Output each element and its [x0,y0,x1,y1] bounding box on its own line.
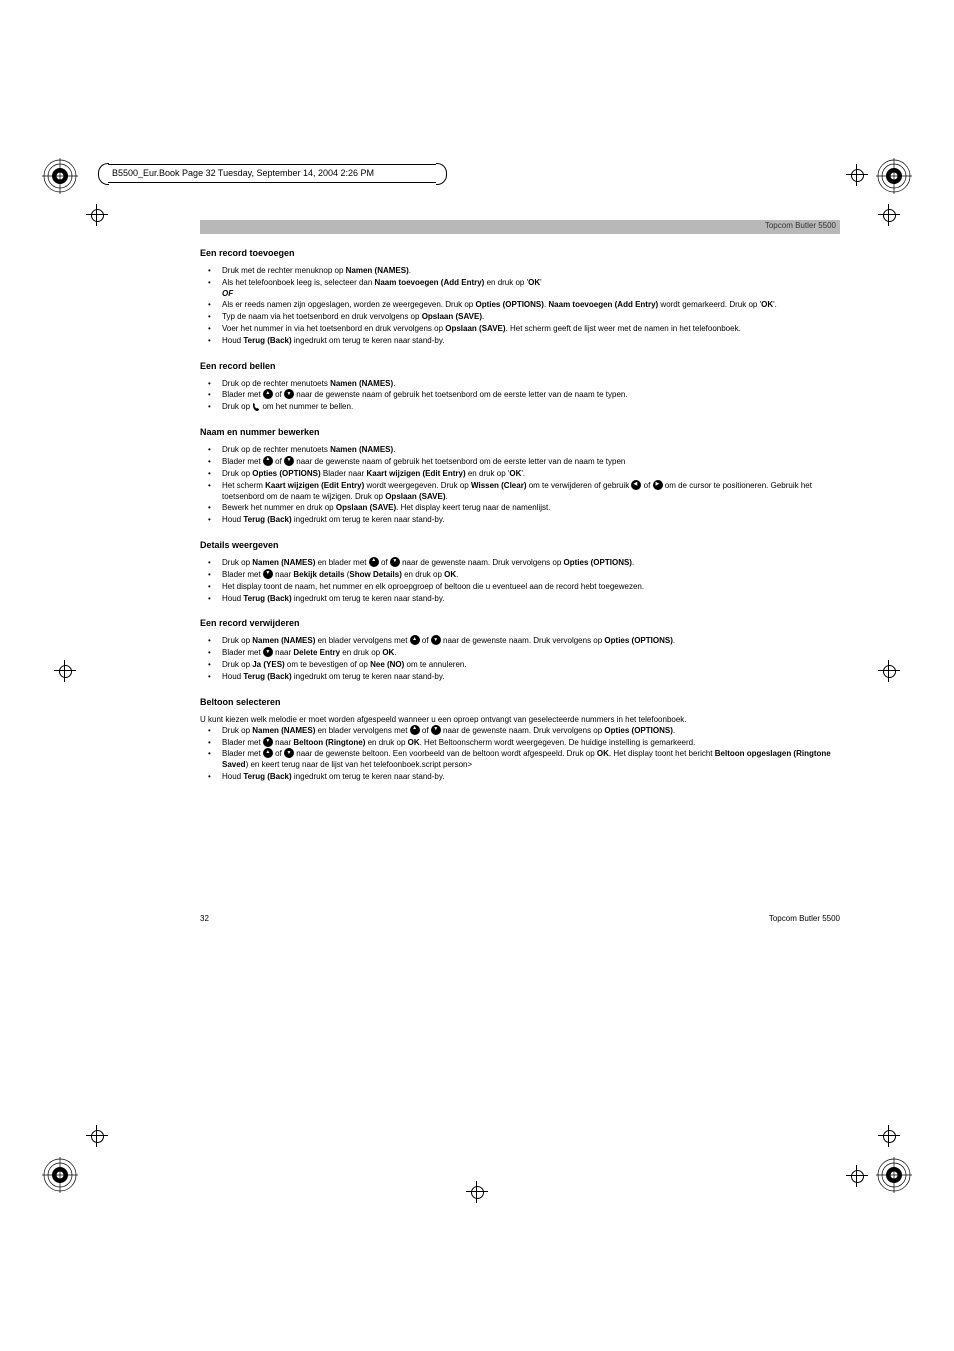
section-title: Beltoon selecteren [200,697,840,707]
nav-up-icon [263,456,273,466]
intro-text: U kunt kiezen welk melodie er moet worde… [200,715,840,726]
crop-mark-icon [54,660,76,682]
list-item: Druk op de rechter menutoets Namen (NAME… [200,379,840,390]
crop-mark-icon [878,660,900,682]
list-item: Blader met naar Delete Entry en druk op … [200,648,840,659]
section-title: Details weergeven [200,540,840,550]
nav-up-icon [410,635,420,645]
crop-mark-icon [878,204,900,226]
section-title: Een record verwijderen [200,618,840,628]
list-item: Houd Terug (Back) ingedrukt om terug te … [200,594,840,605]
list-item: Druk op Namen (NAMES) en blader vervolge… [200,726,840,737]
list-item: Blader met of naar de gewenste naam of g… [200,390,840,401]
crop-mark-icon [466,1181,488,1203]
footer-brand: Topcom Butler 5500 [769,914,840,923]
nav-down-icon [431,725,441,735]
list-item: Druk op Ja (YES) om te bevestigen of op … [200,660,840,671]
nav-down-icon [284,748,294,758]
list-item: Blader met naar Beltoon (Ringtone) en dr… [200,738,840,749]
registration-mark-icon [42,158,78,194]
nav-right-icon [653,480,663,490]
header-bar: Topcom Butler 5500 [200,220,840,234]
list-item: Houd Terug (Back) ingedrukt om terug te … [200,336,840,347]
nav-up-icon [263,748,273,758]
list-item: Blader met of naar de gewenste naam of g… [200,457,840,468]
instruction-list: Druk op Namen (NAMES) en blader met of n… [200,558,840,604]
nav-down-icon [263,737,273,747]
page-number: 32 [200,914,209,923]
list-item: Houd Terug (Back) ingedrukt om terug te … [200,515,840,526]
crop-mark-icon [86,1125,108,1147]
nav-down-icon [431,635,441,645]
list-item: Bewerk het nummer en druk op Opslaan (SA… [200,503,840,514]
list-item: Blader met naar Bekijk details (Show Det… [200,570,840,581]
list-item: Blader met of naar de gewenste beltoon. … [200,749,840,771]
list-item: Druk op Namen (NAMES) en blader vervolge… [200,636,840,647]
nav-up-icon [263,389,273,399]
list-item: Druk op Opties (OPTIONS) Blader naar Kaa… [200,469,840,480]
crop-mark-icon [878,1125,900,1147]
header-brand: Topcom Butler 5500 [765,221,836,230]
section-title: Een record toevoegen [200,248,840,258]
page-content: Topcom Butler 5500 Een record toevoegen … [200,220,840,784]
instruction-list: Druk met de rechter menuknop op Namen (N… [200,266,840,347]
crop-mark-icon [846,1165,868,1187]
registration-mark-icon [42,1157,78,1193]
nav-up-icon [369,557,379,567]
list-item: Druk met de rechter menuknop op Namen (N… [200,266,840,277]
nav-down-icon [284,456,294,466]
framemaker-header-text: B5500_Eur.Book Page 32 Tuesday, Septembe… [112,168,374,178]
nav-left-icon [631,480,641,490]
nav-down-icon [263,569,273,579]
section-title: Naam en nummer bewerken [200,427,840,437]
list-item: Druk op om het nummer te bellen. [200,402,840,413]
nav-up-icon [410,725,420,735]
list-item: Het scherm Kaart wijzigen (Edit Entry) w… [200,481,840,503]
nav-down-icon [284,389,294,399]
instruction-list: Druk op de rechter menutoets Namen (NAME… [200,379,840,414]
crop-mark-icon [86,204,108,226]
instruction-list: Druk op de rechter menutoets Namen (NAME… [200,445,840,526]
instruction-list: Druk op Namen (NAMES) en blader vervolge… [200,636,840,682]
list-item: Als er reeds namen zijn opgeslagen, word… [200,300,840,311]
list-item: Houd Terug (Back) ingedrukt om terug te … [200,772,840,783]
list-item: Voer het nummer in via het toetsenbord e… [200,324,840,335]
registration-mark-icon [876,158,912,194]
crop-mark-icon [846,164,868,186]
list-item: Typ de naam via het toetsenbord en druk … [200,312,840,323]
list-item: Druk op Namen (NAMES) en blader met of n… [200,558,840,569]
list-item: Het display toont de naam, het nummer en… [200,582,840,593]
section-title: Een record bellen [200,361,840,371]
nav-down-icon [263,647,273,657]
list-item: Druk op de rechter menutoets Namen (NAME… [200,445,840,456]
registration-mark-icon [876,1157,912,1193]
instruction-list: Druk op Namen (NAMES) en blader vervolge… [200,726,840,783]
nav-down-icon [390,557,400,567]
list-item: Houd Terug (Back) ingedrukt om terug te … [200,672,840,683]
framemaker-header: B5500_Eur.Book Page 32 Tuesday, Septembe… [98,164,458,184]
list-item: Als het telefoonboek leeg is, selecteer … [200,278,840,300]
